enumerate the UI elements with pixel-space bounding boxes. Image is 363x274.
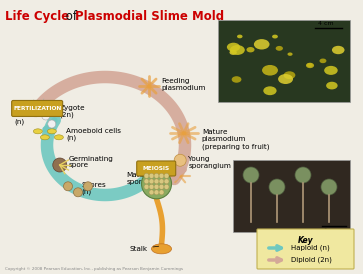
Ellipse shape bbox=[230, 45, 245, 55]
Circle shape bbox=[53, 158, 67, 172]
Ellipse shape bbox=[332, 46, 344, 54]
FancyBboxPatch shape bbox=[257, 229, 354, 269]
Circle shape bbox=[73, 188, 82, 197]
Circle shape bbox=[149, 179, 154, 184]
Ellipse shape bbox=[263, 86, 277, 95]
Circle shape bbox=[154, 184, 159, 189]
Text: MEIOSIS: MEIOSIS bbox=[143, 166, 170, 171]
FancyBboxPatch shape bbox=[12, 101, 63, 116]
Text: Young
sporangium: Young sporangium bbox=[188, 156, 231, 169]
Circle shape bbox=[154, 179, 159, 184]
Ellipse shape bbox=[326, 82, 338, 89]
Text: Zygote
(2n): Zygote (2n) bbox=[59, 105, 85, 118]
Circle shape bbox=[159, 173, 164, 178]
Circle shape bbox=[44, 104, 55, 115]
Circle shape bbox=[164, 179, 169, 184]
Circle shape bbox=[243, 167, 259, 183]
Text: Mature
sporangium: Mature sporangium bbox=[127, 172, 170, 185]
Circle shape bbox=[48, 120, 56, 128]
Ellipse shape bbox=[287, 52, 293, 56]
Text: Diploid (2n): Diploid (2n) bbox=[291, 257, 332, 263]
Ellipse shape bbox=[324, 66, 338, 75]
Ellipse shape bbox=[246, 47, 254, 52]
Circle shape bbox=[174, 154, 186, 166]
Text: Amoeboid cells
(n): Amoeboid cells (n) bbox=[66, 128, 121, 141]
Circle shape bbox=[269, 179, 285, 195]
Circle shape bbox=[149, 184, 154, 189]
Circle shape bbox=[164, 184, 169, 189]
Text: Flagellated
cells
(n): Flagellated cells (n) bbox=[15, 105, 55, 125]
Ellipse shape bbox=[307, 63, 313, 67]
Ellipse shape bbox=[151, 244, 172, 254]
Ellipse shape bbox=[227, 43, 240, 52]
Ellipse shape bbox=[229, 50, 237, 55]
Ellipse shape bbox=[254, 39, 269, 50]
Circle shape bbox=[295, 167, 311, 183]
Ellipse shape bbox=[237, 35, 242, 38]
Circle shape bbox=[149, 173, 154, 178]
Text: Spores
(n): Spores (n) bbox=[81, 182, 106, 195]
Ellipse shape bbox=[262, 65, 278, 76]
Circle shape bbox=[144, 184, 149, 189]
Text: of: of bbox=[62, 10, 81, 23]
Ellipse shape bbox=[306, 63, 314, 68]
Circle shape bbox=[144, 179, 149, 184]
Text: Germinating
spore: Germinating spore bbox=[69, 156, 114, 169]
Bar bbox=[233, 160, 350, 232]
Ellipse shape bbox=[319, 59, 326, 63]
Circle shape bbox=[154, 190, 159, 195]
FancyBboxPatch shape bbox=[137, 161, 176, 176]
Text: Key: Key bbox=[298, 236, 313, 245]
Ellipse shape bbox=[284, 71, 295, 79]
Ellipse shape bbox=[276, 46, 283, 51]
Text: 4 cm: 4 cm bbox=[318, 21, 334, 26]
Circle shape bbox=[159, 179, 164, 184]
Text: Life Cycle: Life Cycle bbox=[5, 10, 69, 23]
Circle shape bbox=[83, 182, 93, 191]
Circle shape bbox=[144, 173, 149, 178]
Ellipse shape bbox=[54, 135, 64, 140]
Ellipse shape bbox=[48, 129, 56, 134]
Circle shape bbox=[149, 190, 154, 195]
Ellipse shape bbox=[272, 35, 278, 38]
Circle shape bbox=[36, 104, 44, 112]
Text: FERTILIZATION: FERTILIZATION bbox=[13, 107, 61, 112]
Ellipse shape bbox=[33, 129, 42, 134]
Text: Haploid (n): Haploid (n) bbox=[291, 245, 330, 251]
Text: Plasmodial Slime Mold: Plasmodial Slime Mold bbox=[75, 10, 224, 23]
Circle shape bbox=[142, 169, 172, 199]
Text: 1 mm: 1 mm bbox=[324, 228, 342, 233]
Circle shape bbox=[164, 173, 169, 178]
Text: Mature
plasmodium
(preparing to fruit): Mature plasmodium (preparing to fruit) bbox=[202, 129, 269, 150]
Text: Copyright © 2008 Pearson Education, Inc., publishing as Pearson Benjamin Cumming: Copyright © 2008 Pearson Education, Inc.… bbox=[5, 267, 183, 271]
Circle shape bbox=[159, 190, 164, 195]
Text: Stalk: Stalk bbox=[130, 246, 159, 252]
Ellipse shape bbox=[232, 76, 241, 83]
Circle shape bbox=[321, 179, 337, 195]
Bar bbox=[218, 20, 350, 102]
Ellipse shape bbox=[278, 74, 293, 84]
Circle shape bbox=[154, 173, 159, 178]
Ellipse shape bbox=[40, 135, 49, 140]
Circle shape bbox=[64, 182, 73, 191]
Text: Feeding
plasmodium: Feeding plasmodium bbox=[161, 78, 205, 91]
Circle shape bbox=[159, 184, 164, 189]
Circle shape bbox=[42, 112, 50, 120]
